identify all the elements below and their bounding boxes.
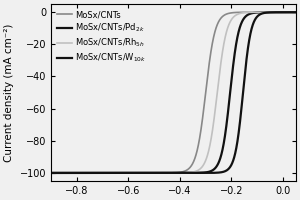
- MoSx/CNTs/Rh$_{5h}$: [232, 16, 236, 18]
- MoSx/CNTs/W$_{10k}$: [143, 172, 146, 174]
- MoSx/CNTs/W$_{10k}$: [232, 158, 236, 160]
- Line: MoSx/CNTs/W$_{10k}$: MoSx/CNTs/W$_{10k}$: [51, 12, 296, 173]
- MoSx/CNTs: [250, 11, 254, 13]
- Line: MoSx/CNTs/Pd$_{2k}$: MoSx/CNTs/Pd$_{2k}$: [51, 12, 296, 173]
- MoSx/CNTs/Pd$_{2k}$: [196, 172, 200, 174]
- MoSx/CNTs: [49, 172, 53, 174]
- MoSx/CNTs/Rh$_{5h}$: [208, 142, 212, 145]
- MoSx/CNTs/Pd$_{2k}$: [250, 12, 254, 14]
- MoSx/CNTs/Rh$_{5h}$: [196, 169, 200, 172]
- Y-axis label: Current density (mA cm⁻²): Current density (mA cm⁻²): [4, 23, 14, 162]
- MoSx/CNTs/Rh$_{5h}$: [94, 172, 97, 174]
- MoSx/CNTs/Pd$_{2k}$: [232, 60, 236, 62]
- MoSx/CNTs: [94, 172, 97, 174]
- Legend: MoSx/CNTs, MoSx/CNTs/Pd$_{2k}$, MoSx/CNTs/Rh$_{5h}$, MoSx/CNTs/W$_{10k}$: MoSx/CNTs, MoSx/CNTs/Pd$_{2k}$, MoSx/CNT…: [55, 8, 148, 66]
- MoSx/CNTs/Pd$_{2k}$: [208, 170, 212, 173]
- MoSx/CNTs/Rh$_{5h}$: [143, 172, 146, 174]
- MoSx/CNTs/Pd$_{2k}$: [294, 11, 298, 13]
- MoSx/CNTs/W$_{10k}$: [196, 172, 200, 174]
- MoSx/CNTs: [143, 172, 146, 174]
- MoSx/CNTs/Pd$_{2k}$: [94, 172, 97, 174]
- MoSx/CNTs: [196, 146, 200, 149]
- MoSx/CNTs/W$_{10k}$: [250, 25, 254, 27]
- MoSx/CNTs/W$_{10k}$: [49, 172, 53, 174]
- MoSx/CNTs/Rh$_{5h}$: [250, 11, 254, 13]
- MoSx/CNTs/Pd$_{2k}$: [143, 172, 146, 174]
- MoSx/CNTs: [232, 11, 236, 14]
- MoSx/CNTs/W$_{10k}$: [94, 172, 97, 174]
- MoSx/CNTs/W$_{10k}$: [294, 11, 298, 13]
- MoSx/CNTs/Rh$_{5h}$: [294, 11, 298, 13]
- Line: MoSx/CNTs: MoSx/CNTs: [51, 12, 296, 173]
- MoSx/CNTs/Pd$_{2k}$: [49, 172, 53, 174]
- MoSx/CNTs: [294, 11, 298, 13]
- MoSx/CNTs/Rh$_{5h}$: [49, 172, 53, 174]
- MoSx/CNTs/W$_{10k}$: [208, 172, 212, 174]
- MoSx/CNTs: [208, 55, 212, 57]
- Line: MoSx/CNTs/Rh$_{5h}$: MoSx/CNTs/Rh$_{5h}$: [51, 12, 296, 173]
